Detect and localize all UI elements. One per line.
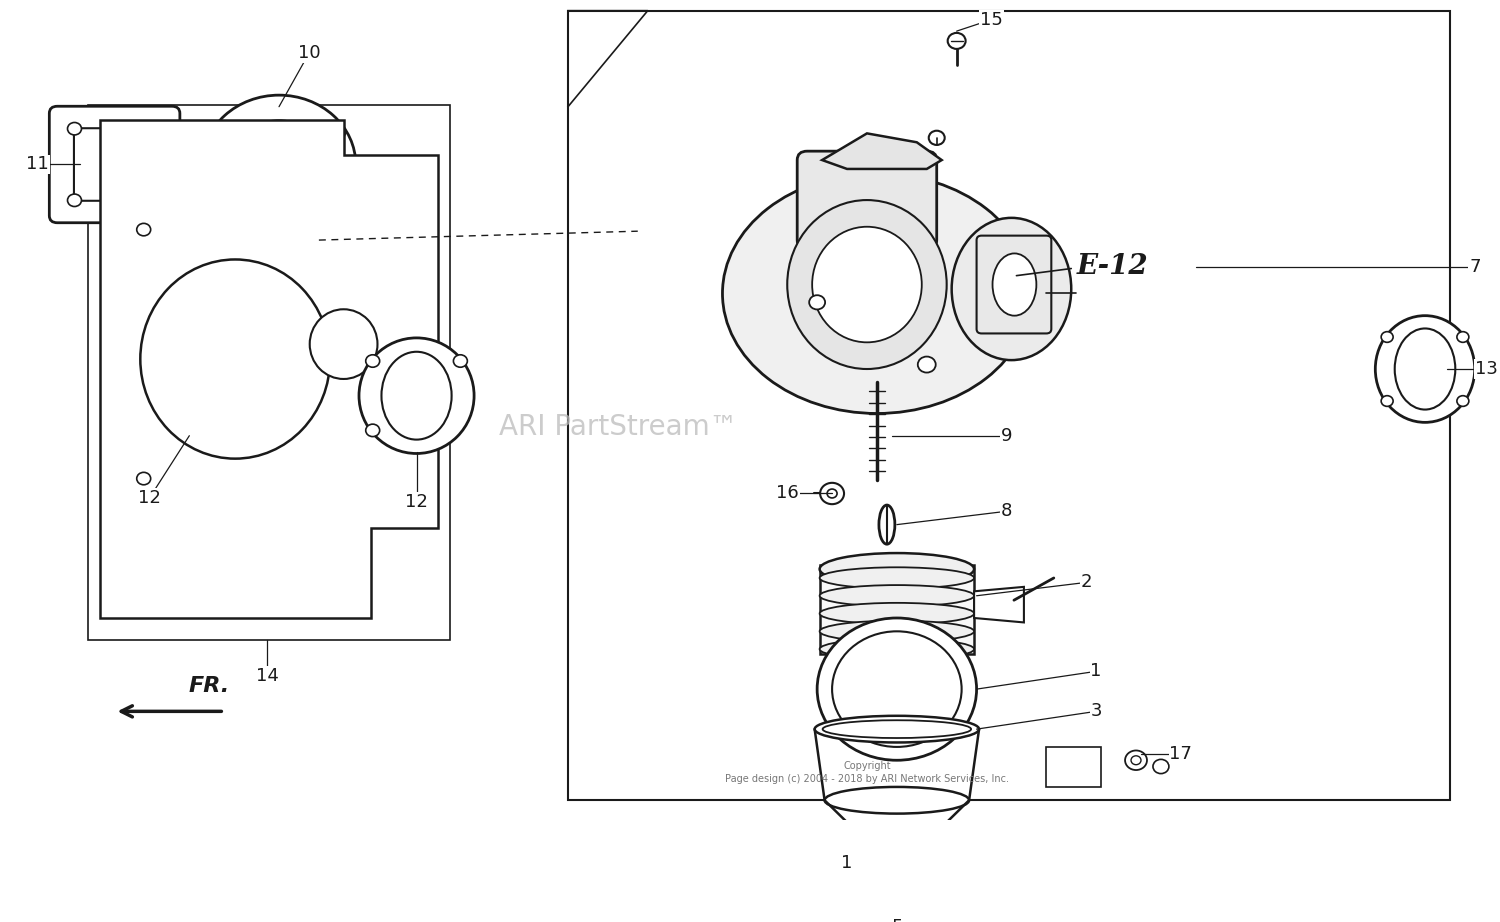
Ellipse shape <box>234 121 324 208</box>
Bar <box>819 564 974 654</box>
Polygon shape <box>822 134 942 169</box>
Circle shape <box>890 863 904 876</box>
Ellipse shape <box>822 720 971 738</box>
Circle shape <box>330 190 345 204</box>
Text: FR.: FR. <box>189 677 230 696</box>
FancyBboxPatch shape <box>50 106 180 223</box>
Text: 11: 11 <box>27 156 50 173</box>
Text: E-12: E-12 <box>1076 254 1148 280</box>
Circle shape <box>330 125 345 139</box>
Circle shape <box>68 194 81 207</box>
Bar <box>568 11 1450 800</box>
Ellipse shape <box>309 309 378 379</box>
Circle shape <box>827 489 837 498</box>
Ellipse shape <box>819 621 974 642</box>
Circle shape <box>818 618 977 761</box>
Circle shape <box>147 194 162 207</box>
Polygon shape <box>974 587 1024 622</box>
Ellipse shape <box>819 638 974 660</box>
Text: 1: 1 <box>1090 662 1102 680</box>
Ellipse shape <box>723 173 1032 413</box>
Ellipse shape <box>1395 328 1455 409</box>
Circle shape <box>1382 332 1394 342</box>
Text: 8: 8 <box>1000 502 1012 520</box>
Ellipse shape <box>993 254 1036 315</box>
Circle shape <box>884 857 910 882</box>
Circle shape <box>918 357 936 372</box>
Text: 16: 16 <box>776 484 798 502</box>
Text: Copyright: Copyright <box>843 762 891 772</box>
Text: 9: 9 <box>1000 427 1012 444</box>
Circle shape <box>948 33 966 49</box>
Text: 15: 15 <box>980 10 1004 29</box>
Circle shape <box>213 190 228 204</box>
Circle shape <box>136 223 150 236</box>
Text: 12: 12 <box>138 489 160 507</box>
Circle shape <box>833 632 962 747</box>
Ellipse shape <box>815 715 980 742</box>
Circle shape <box>821 483 844 504</box>
Circle shape <box>808 295 825 310</box>
Ellipse shape <box>951 218 1071 361</box>
Text: 17: 17 <box>1170 745 1192 763</box>
Circle shape <box>1131 756 1142 764</box>
Ellipse shape <box>381 352 452 440</box>
Text: 2: 2 <box>1080 573 1092 591</box>
Text: 5: 5 <box>891 918 903 922</box>
Text: 14: 14 <box>255 667 279 685</box>
Circle shape <box>213 125 228 139</box>
Ellipse shape <box>819 567 974 588</box>
Circle shape <box>136 472 150 485</box>
Circle shape <box>1456 332 1468 342</box>
Ellipse shape <box>788 200 946 369</box>
Text: 10: 10 <box>297 44 320 63</box>
Circle shape <box>928 131 945 145</box>
Text: 12: 12 <box>405 493 427 512</box>
Text: Page design (c) 2004 - 2018 by ARI Network Services, Inc.: Page design (c) 2004 - 2018 by ARI Netwo… <box>724 774 1010 784</box>
Circle shape <box>1382 396 1394 407</box>
Bar <box>1047 747 1101 787</box>
Ellipse shape <box>358 337 474 454</box>
Circle shape <box>366 424 380 437</box>
Ellipse shape <box>879 505 896 544</box>
FancyBboxPatch shape <box>976 236 1052 334</box>
Circle shape <box>366 355 380 367</box>
Circle shape <box>68 123 81 135</box>
Ellipse shape <box>819 553 974 585</box>
FancyBboxPatch shape <box>796 151 936 249</box>
Ellipse shape <box>874 842 920 857</box>
Circle shape <box>1125 751 1148 770</box>
Polygon shape <box>885 892 909 917</box>
Text: ARI PartStream™: ARI PartStream™ <box>498 413 736 441</box>
FancyBboxPatch shape <box>74 128 156 201</box>
Text: 3: 3 <box>1090 703 1102 720</box>
Text: 13: 13 <box>1476 360 1498 378</box>
Circle shape <box>1456 396 1468 407</box>
Circle shape <box>1154 760 1168 774</box>
Ellipse shape <box>825 787 969 813</box>
Circle shape <box>453 355 468 367</box>
Ellipse shape <box>202 95 356 234</box>
Ellipse shape <box>819 585 974 607</box>
Text: 7: 7 <box>1468 258 1480 276</box>
Ellipse shape <box>1376 315 1474 422</box>
Text: 1: 1 <box>842 854 852 871</box>
Ellipse shape <box>141 259 330 458</box>
Ellipse shape <box>819 603 974 624</box>
Polygon shape <box>99 120 438 618</box>
Circle shape <box>147 123 162 135</box>
Ellipse shape <box>812 227 922 342</box>
Bar <box>87 105 450 640</box>
